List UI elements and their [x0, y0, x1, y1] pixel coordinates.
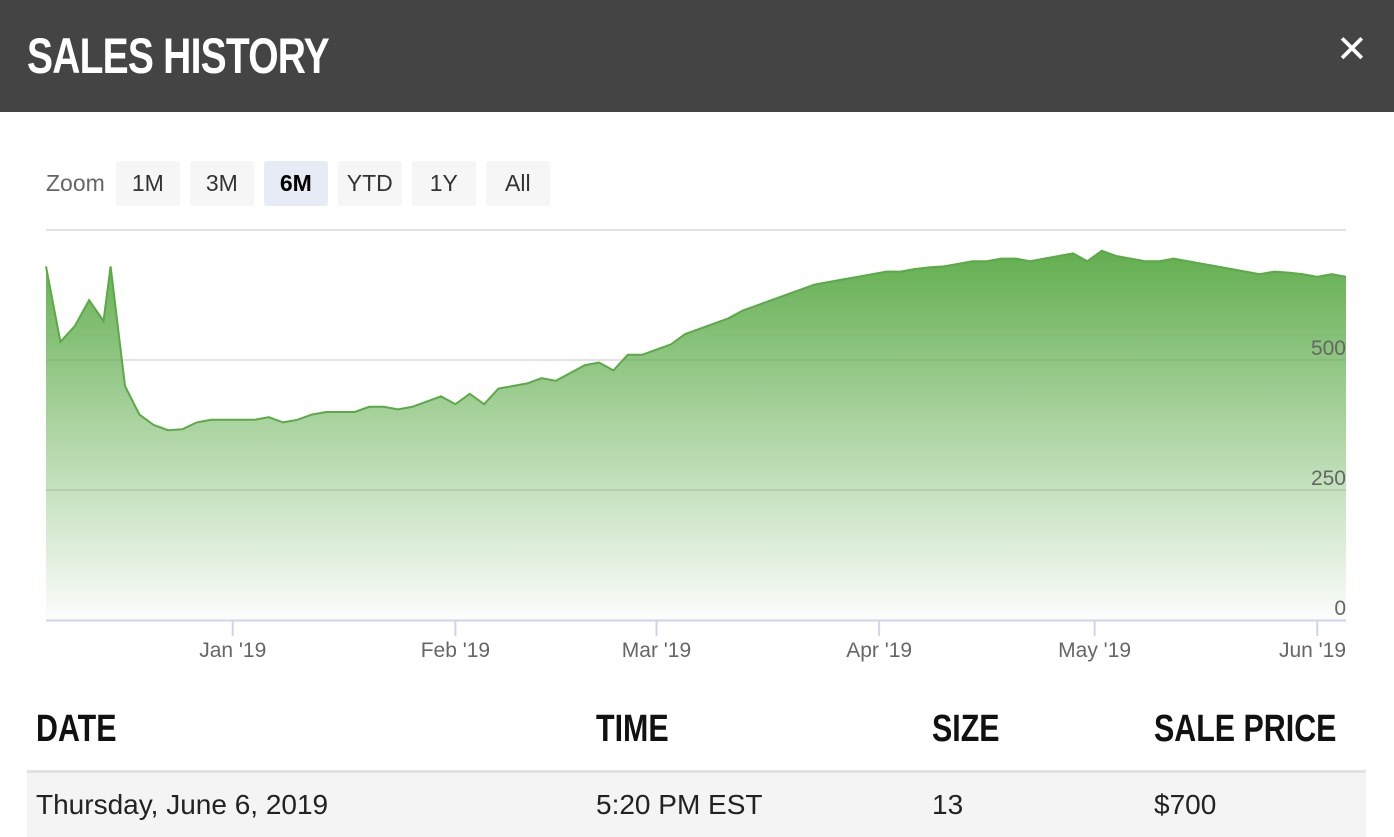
- sales-history-chart[interactable]: 0 250 500 Jan '19 Feb '19 Mar '19 Apr '19 May '…: [0, 220, 1394, 680]
- modal-header: SALES HISTORY ✕: [0, 0, 1394, 112]
- cell-sale-price: $700: [1154, 789, 1217, 820]
- y-tick-label: 500: [1311, 337, 1346, 360]
- cell-size: 13: [932, 789, 964, 820]
- x-tick-label: Jun '19: [1279, 639, 1346, 662]
- zoom-controls: Zoom 1M 3M 6M YTD 1Y All: [46, 161, 560, 206]
- x-tick-label: Apr '19: [846, 639, 912, 662]
- column-header-date: DATE: [36, 708, 117, 750]
- column-header-time: TIME: [596, 708, 669, 750]
- cell-date: Thursday, June 6, 2019: [36, 789, 329, 820]
- zoom-button-3m[interactable]: 3M: [189, 161, 254, 206]
- zoom-button-6m[interactable]: 6M: [263, 161, 328, 206]
- y-tick-label: 0: [1334, 597, 1346, 620]
- x-tick-label: Feb '19: [421, 639, 490, 662]
- zoom-label: Zoom: [46, 170, 105, 196]
- modal-title: SALES HISTORY: [27, 28, 330, 84]
- zoom-button-1y[interactable]: 1Y: [411, 161, 476, 206]
- table-header: DATE TIME SIZE SALE PRICE: [27, 700, 1366, 773]
- column-header-size: SIZE: [932, 708, 1000, 750]
- cell-time: 5:20 PM EST: [596, 789, 763, 820]
- column-header-sale-price: SALE PRICE: [1154, 708, 1337, 750]
- price-line: [45, 249, 1347, 432]
- x-tick-label: May '19: [1058, 639, 1131, 662]
- sales-table: DATE TIME SIZE SALE PRICE Thursday, June…: [27, 700, 1366, 837]
- price-area: [46, 250, 1346, 621]
- zoom-button-all[interactable]: All: [485, 161, 550, 206]
- zoom-button-ytd[interactable]: YTD: [337, 161, 402, 206]
- table-row: Thursday, June 6, 2019 5:20 PM EST 13 $7…: [27, 773, 1366, 837]
- y-tick-label: 250: [1311, 467, 1346, 490]
- x-tick-label: Mar '19: [622, 639, 691, 662]
- x-tick-label: Jan '19: [199, 639, 266, 662]
- zoom-button-1m[interactable]: 1M: [115, 161, 180, 206]
- close-icon[interactable]: ✕: [1336, 27, 1368, 71]
